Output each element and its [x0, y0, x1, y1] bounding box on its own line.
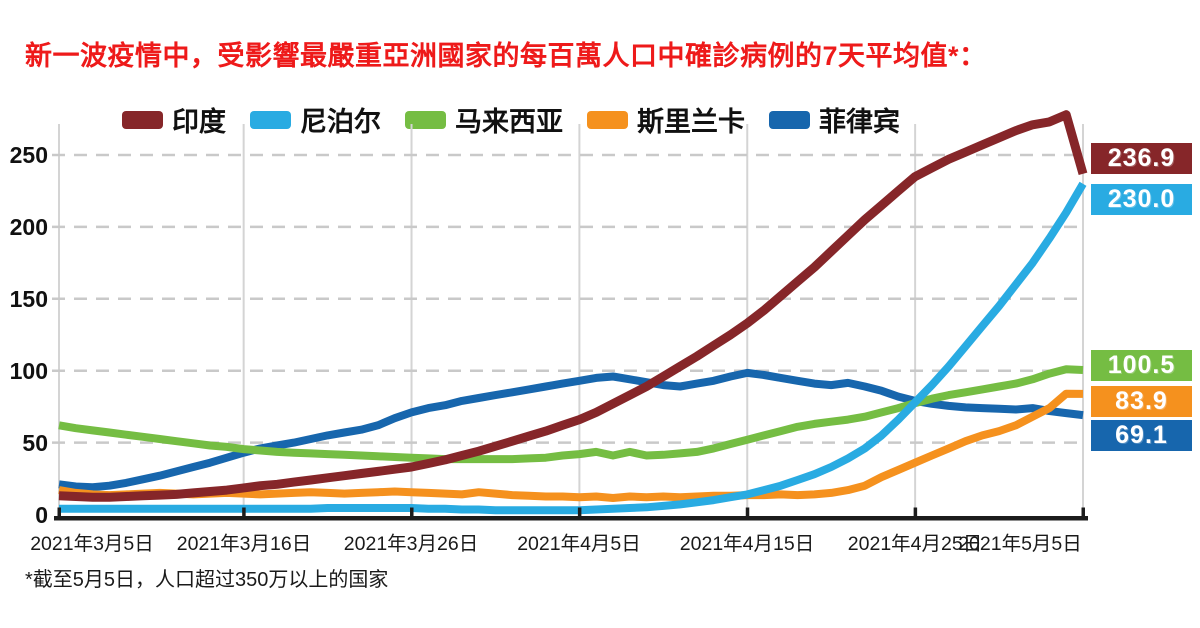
x-tick-label: 2021年3月16日	[176, 533, 312, 555]
legend-label: 马来西亚	[455, 107, 563, 137]
chart-title: 新一波疫情中，受影響最嚴重亞洲國家的每百萬人口中確診病例的7天平均值*：	[25, 41, 987, 71]
legend-item-nepal: 尼泊尔	[250, 100, 381, 139]
legend-label: 尼泊尔	[300, 107, 381, 137]
x-tick-label: 2021年4月25日	[847, 533, 983, 555]
y-tick-label: 0	[35, 501, 48, 528]
legend: 印度 尼泊尔 马来西亚 斯里兰卡 菲律宾	[122, 100, 900, 139]
value-label-malaysia: 100.5	[1091, 350, 1192, 381]
x-axis-tick	[1081, 507, 1085, 517]
x-tick-label: 2021年3月26日	[343, 533, 479, 555]
x-axis-tick	[745, 507, 750, 517]
y-tick-label: 50	[22, 429, 48, 456]
x-tick-label: 2021年4月15日	[679, 533, 815, 555]
legend-item-malaysia: 马来西亚	[405, 100, 563, 139]
legend-swatch-malaysia	[405, 110, 446, 129]
legend-label: 斯里兰卡	[637, 107, 745, 137]
x-axis-tick	[57, 507, 61, 517]
legend-swatch-philippines	[769, 110, 810, 129]
x-axis-tick	[913, 507, 918, 517]
x-tick-label: 2021年4月5日	[517, 533, 641, 555]
y-tick-label: 100	[9, 357, 48, 384]
legend-label: 菲律宾	[819, 107, 900, 137]
value-label-nepal: 230.0	[1091, 184, 1192, 215]
x-axis-tick	[577, 507, 582, 517]
x-tick-label: 2021年3月5日	[30, 533, 154, 555]
value-label-sri-lanka: 83.9	[1091, 386, 1192, 417]
footnote: *截至5月5日，人口超过350万以上的国家	[25, 569, 389, 591]
legend-item-philippines: 菲律宾	[769, 100, 900, 139]
y-tick-label: 200	[9, 213, 48, 240]
x-axis-tick	[242, 507, 246, 517]
legend-swatch-india	[122, 110, 163, 129]
y-tick-label: 250	[9, 142, 48, 168]
value-label-philippines: 69.1	[1091, 420, 1192, 451]
legend-item-india: 印度	[122, 100, 226, 139]
legend-swatch-sri-lanka	[587, 110, 628, 129]
value-label-india: 236.9	[1091, 143, 1192, 174]
y-tick-label: 150	[9, 285, 48, 312]
x-tick-label: 2021年5月5日	[958, 533, 1082, 555]
legend-item-sri-lanka: 斯里兰卡	[587, 100, 745, 139]
x-axis-tick	[410, 507, 414, 517]
series-line-nepal	[59, 181, 1087, 515]
series-line-india	[58, 110, 1088, 502]
legend-label: 印度	[172, 107, 226, 137]
legend-swatch-nepal	[250, 110, 291, 129]
x-axis-line	[54, 516, 1088, 521]
